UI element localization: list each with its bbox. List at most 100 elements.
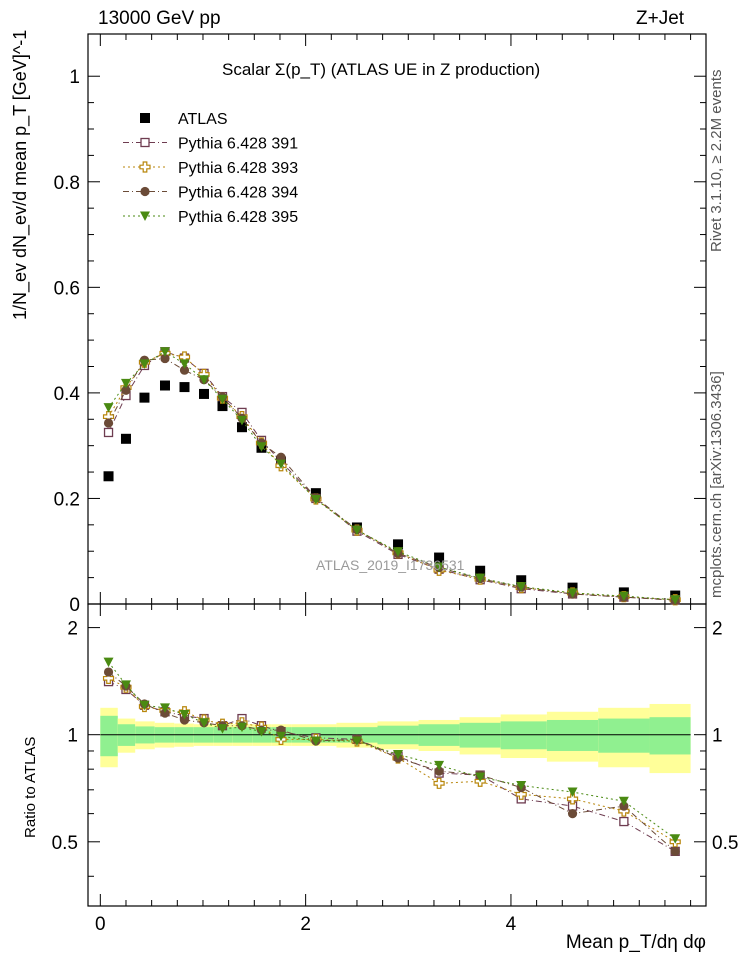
main-y-tick-label: 0.2 <box>54 489 80 510</box>
ratio-point <box>179 709 190 720</box>
ratio-point <box>670 834 681 844</box>
ratio-point <box>103 657 114 668</box>
ratio-point <box>351 736 362 747</box>
main-point <box>121 385 131 395</box>
ratio-series-line <box>108 671 676 852</box>
chart-title: Scalar Σ(p_T) (ATLAS UE in Z production) <box>222 60 540 80</box>
main-point <box>516 582 527 592</box>
legend-entry-label: Pythia 6.428 394 <box>178 185 298 202</box>
main-point <box>351 525 362 536</box>
main-point <box>103 427 114 438</box>
main-point <box>618 591 629 602</box>
legend-marker <box>140 211 150 221</box>
ratio-point <box>567 809 578 819</box>
main-y-tick-label: 1 <box>69 67 80 88</box>
y-axis-label-main: 1/N_ev dN_ev/d mean p_T [GeV]^-1 <box>10 30 31 320</box>
ratio-point <box>393 749 404 760</box>
main-point <box>179 365 190 375</box>
main-point <box>236 415 247 426</box>
ratio-point <box>217 724 228 734</box>
ratio-point <box>567 787 578 798</box>
ratio-point <box>236 722 247 733</box>
x-axis-label: Mean p_T/dη dφ <box>566 932 706 954</box>
ratio-band-inner <box>649 717 691 755</box>
ratio-point <box>618 796 629 807</box>
ratio-point <box>515 788 527 800</box>
ratio-y-tick-label: 1 <box>67 726 78 747</box>
ratio-y-tick-label: 2 <box>67 619 78 640</box>
ratio-y-tick-label-right: 0.5 <box>712 833 738 854</box>
main-y-tick-label: 0.6 <box>54 278 80 299</box>
main-point <box>217 394 228 405</box>
legend-entry-label: ATLAS <box>178 111 228 128</box>
main-point <box>199 375 210 385</box>
main-y-tick-label: 0 <box>69 595 80 616</box>
main-point <box>120 378 131 389</box>
ratio-x-tick-label: 0 <box>95 914 106 935</box>
main-point <box>475 565 486 576</box>
legend-marker <box>139 161 151 173</box>
ratio-point <box>516 780 527 791</box>
legend-marker <box>140 113 150 123</box>
main-point <box>160 353 170 364</box>
ratio-point <box>619 816 629 827</box>
ratio-band-inner <box>546 719 599 751</box>
main-point <box>567 588 578 598</box>
main-point <box>256 442 267 452</box>
legend-marker <box>140 186 150 197</box>
main-point <box>434 552 445 563</box>
legend-marker <box>140 137 150 148</box>
main-y-tick-label: 0.4 <box>54 384 81 405</box>
main-point <box>475 573 486 584</box>
ratio-band-inner <box>100 715 118 757</box>
main-point <box>103 403 114 413</box>
ratio-x-tick-label: 2 <box>300 914 311 935</box>
ratio-point <box>310 736 321 747</box>
ratio-point <box>120 680 131 690</box>
main-point <box>179 382 190 393</box>
legend-entry-label: Pythia 6.428 393 <box>178 160 298 177</box>
main-point <box>393 539 404 550</box>
main-point <box>199 388 210 399</box>
legend-entry-label: Pythia 6.428 395 <box>178 209 298 226</box>
y-axis-label-ratio-text: Ratio to ATLAS <box>22 736 39 838</box>
ratio-point <box>434 766 444 776</box>
ratio-band-inner <box>598 718 650 753</box>
ratio-y-tick-label-right: 1 <box>712 726 723 747</box>
ratio-band-inner <box>500 721 547 750</box>
main-point <box>120 433 131 444</box>
main-point <box>159 347 170 357</box>
ratio-point <box>256 727 267 737</box>
ratio-point <box>433 777 445 789</box>
ratio-y-tick-label: 0.5 <box>52 833 78 854</box>
ratio-point <box>139 700 150 711</box>
main-point <box>139 359 150 369</box>
analysis-watermark: ATLAS_2019_I1736531 <box>316 557 465 573</box>
ratio-series-line <box>108 681 676 852</box>
main-point <box>159 380 170 391</box>
energy-label: 13000 GeV pp <box>98 8 221 29</box>
ratio-y-tick-label-right: 2 <box>712 619 723 640</box>
main-point <box>276 452 286 462</box>
chart-title-text: Scalar Σ(p_T) (ATLAS UE in Z production) <box>222 60 541 79</box>
ratio-plot-frame <box>87 603 707 907</box>
ratio-point <box>434 760 445 771</box>
ratio-point <box>159 703 170 713</box>
main-point <box>310 495 321 505</box>
main-point <box>139 392 150 403</box>
main-point <box>516 575 527 586</box>
y-axis-label-ratio: Ratio to ATLAS <box>22 737 39 838</box>
ratio-point <box>103 667 114 677</box>
ratio-point <box>199 718 210 728</box>
main-point <box>103 418 114 428</box>
ratio-point <box>275 731 286 742</box>
mcplots-label: mcplots.cern.ch [arXiv:1306.3436] <box>708 371 725 598</box>
main-point <box>103 471 114 482</box>
main-point <box>275 459 286 470</box>
main-point <box>393 547 404 557</box>
main-point <box>236 422 247 433</box>
ratio-point <box>179 715 190 725</box>
y-axis-label-main-text: 1/N_ev dN_ev/d mean p_T [GeV]^-1 <box>10 29 30 320</box>
ratio-point <box>160 708 170 718</box>
